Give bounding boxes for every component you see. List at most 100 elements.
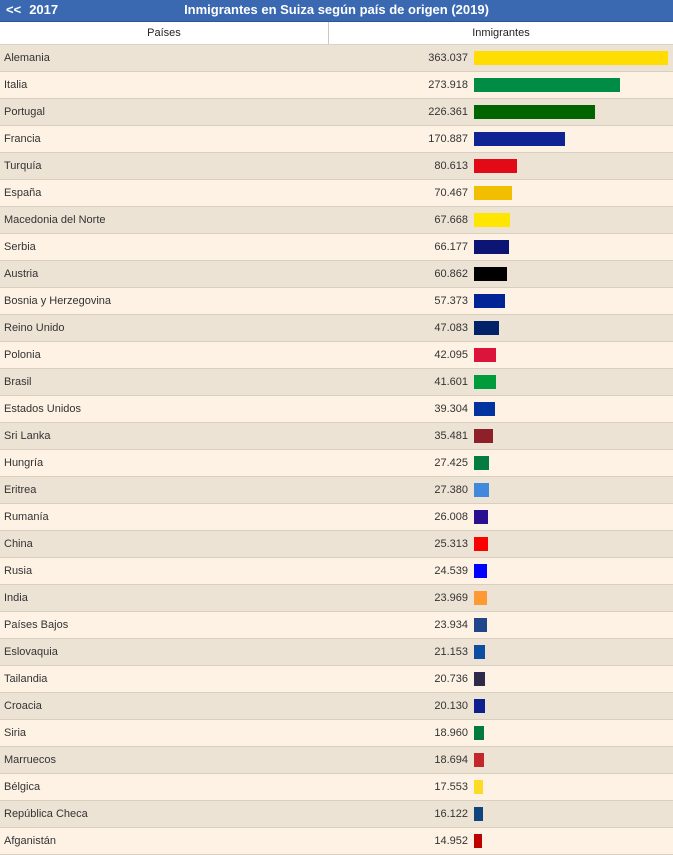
- value-label: 80.613: [434, 160, 468, 172]
- bar-cell: [474, 483, 673, 497]
- country-label: China: [4, 538, 33, 550]
- bar: [474, 159, 517, 173]
- bar: [474, 429, 493, 443]
- bar-cell: [474, 699, 673, 713]
- bar: [474, 132, 565, 146]
- value-label: 170.887: [428, 133, 468, 145]
- value-label: 16.122: [434, 808, 468, 820]
- bar: [474, 186, 512, 200]
- bar-cell: [474, 105, 673, 119]
- table-row: España 70.467: [0, 180, 673, 207]
- table-row: Estados Unidos 39.304: [0, 396, 673, 423]
- bar: [474, 807, 483, 821]
- value-label: 67.668: [434, 214, 468, 226]
- table-row: Hungría 27.425: [0, 450, 673, 477]
- bar-cell: [474, 510, 673, 524]
- bar: [474, 537, 488, 551]
- value-label: 42.095: [434, 349, 468, 361]
- table-row: Macedonia del Norte 67.668: [0, 207, 673, 234]
- value-label: 41.601: [434, 376, 468, 388]
- bar-cell: [474, 807, 673, 821]
- table-header: Países Inmigrantes: [0, 22, 673, 45]
- table-row: Eslovaquia 21.153: [0, 639, 673, 666]
- country-label: Rumanía: [4, 511, 49, 523]
- bar-cell: [474, 564, 673, 578]
- value-label: 70.467: [434, 187, 468, 199]
- bar-cell: [474, 780, 673, 794]
- country-label: Eritrea: [4, 484, 37, 496]
- country-label: Francia: [4, 133, 41, 145]
- bar-cell: [474, 348, 673, 362]
- bar-cell: [474, 591, 673, 605]
- country-column-header: Países: [0, 22, 329, 44]
- country-label: Sri Lanka: [4, 430, 51, 442]
- table-body: Alemania 363.037 Italia 273.918 Portugal 226.…: [0, 45, 673, 855]
- value-label: 23.934: [434, 619, 468, 631]
- value-label: 60.862: [434, 268, 468, 280]
- bar: [474, 834, 482, 848]
- table-row: Portugal 226.361: [0, 99, 673, 126]
- bar-cell: [474, 753, 673, 767]
- bar: [474, 780, 483, 794]
- bar: [474, 51, 668, 65]
- bar: [474, 213, 510, 227]
- value-label: 23.969: [434, 592, 468, 604]
- bar-cell: [474, 78, 673, 92]
- bar-cell: [474, 51, 673, 65]
- country-label: España: [4, 187, 42, 199]
- bar: [474, 483, 489, 497]
- table-row: Tailandia 20.736: [0, 666, 673, 693]
- country-label: Austria: [4, 268, 39, 280]
- table-row: Rumanía 26.008: [0, 504, 673, 531]
- table-row: Italia 273.918: [0, 72, 673, 99]
- value-label: 20.736: [434, 673, 468, 685]
- table-row: India 23.969: [0, 585, 673, 612]
- country-label: Serbia: [4, 241, 36, 253]
- bar: [474, 240, 509, 254]
- country-label: India: [4, 592, 28, 604]
- value-label: 24.539: [434, 565, 468, 577]
- bar-cell: [474, 834, 673, 848]
- country-label: Marruecos: [4, 754, 56, 766]
- bar: [474, 294, 505, 308]
- bar: [474, 321, 499, 335]
- table-row: Eritrea 27.380: [0, 477, 673, 504]
- value-label: 18.694: [434, 754, 468, 766]
- country-label: Macedonia del Norte: [4, 214, 106, 226]
- value-label: 14.952: [434, 835, 468, 847]
- bar: [474, 564, 487, 578]
- bar: [474, 402, 495, 416]
- bar-cell: [474, 186, 673, 200]
- bar: [474, 726, 484, 740]
- country-label: Brasil: [4, 376, 32, 388]
- previous-year-link[interactable]: << 2017: [6, 2, 58, 17]
- bar-cell: [474, 618, 673, 632]
- bar: [474, 267, 507, 281]
- value-label: 66.177: [434, 241, 468, 253]
- value-label: 27.425: [434, 457, 468, 469]
- value-label: 57.373: [434, 295, 468, 307]
- bar-cell: [474, 132, 673, 146]
- table-row: Marruecos 18.694: [0, 747, 673, 774]
- country-label: Siria: [4, 727, 27, 739]
- table-row: República Checa 16.122: [0, 801, 673, 828]
- bar-cell: [474, 537, 673, 551]
- bar-cell: [474, 402, 673, 416]
- value-label: 18.960: [434, 727, 468, 739]
- bar: [474, 672, 485, 686]
- country-label: Croacia: [4, 700, 42, 712]
- bar-cell: [474, 375, 673, 389]
- bar: [474, 456, 489, 470]
- bar: [474, 753, 484, 767]
- title-bar: << 2017 Inmigrantes en Suiza según país d…: [0, 0, 673, 22]
- table-row: Bélgica 17.553: [0, 774, 673, 801]
- value-label: 226.361: [428, 106, 468, 118]
- country-label: Estados Unidos: [4, 403, 82, 415]
- bar-cell: [474, 672, 673, 686]
- country-label: Bosnia y Herzegovina: [4, 295, 112, 307]
- value-label: 25.313: [434, 538, 468, 550]
- bar: [474, 618, 487, 632]
- bar-cell: [474, 429, 673, 443]
- value-label: 273.918: [428, 79, 468, 91]
